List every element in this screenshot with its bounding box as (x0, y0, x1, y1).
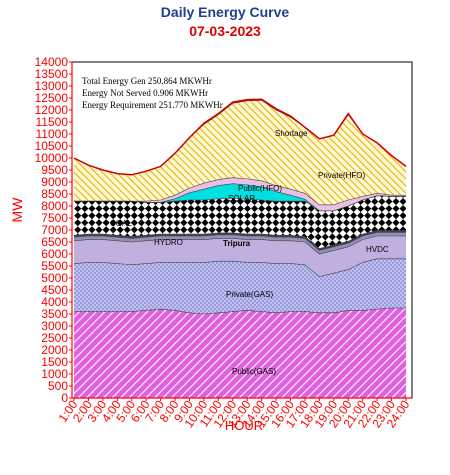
y-tick-label: 7000 (41, 223, 68, 237)
y-tick-label: 12000 (35, 103, 69, 117)
label-public-gas: Public(GAS) (232, 367, 276, 376)
area-solar (74, 183, 406, 211)
y-tick-label: 6500 (41, 235, 68, 249)
y-tick-label: 9000 (41, 175, 68, 189)
area-hydro (74, 230, 406, 251)
area-private-gas (74, 258, 406, 314)
line-tripura (73, 232, 406, 251)
y-tick-label: 13000 (35, 79, 69, 93)
area-private-hfo (74, 100, 406, 205)
y-tick-label: 8500 (41, 187, 68, 201)
label-public-hfo: Public(HFO) (238, 184, 282, 193)
label-private-hfo: Private(HFO) (318, 171, 365, 180)
y-tick-label: 5500 (41, 259, 68, 273)
label-tripura: Tripura (223, 239, 251, 248)
line-shortage (73, 98, 407, 176)
label-solar: SOLAR (228, 194, 255, 203)
label-private-gas: Private(GAS) (226, 290, 273, 299)
label-hydro: HYDRO (154, 238, 183, 247)
y-tick-label: 11000 (36, 127, 69, 141)
y-tick-label: 3000 (41, 319, 68, 333)
annotation-not-served: Energy Not Served 0.906 MKWHr (82, 88, 208, 98)
area-coal (74, 195, 406, 249)
y-tick-label: 6000 (41, 247, 68, 261)
area-tripura (74, 232, 406, 254)
y-tick-label: 4500 (41, 283, 68, 297)
y-tick-label: 8000 (41, 199, 68, 213)
y-tick-label: 2500 (41, 331, 68, 345)
y-tick-label: 13500 (35, 67, 69, 81)
annotation-requirement: Energy Requirement 251.770 MKWHr (82, 100, 223, 110)
y-tick-label: 7500 (41, 211, 68, 225)
y-tick-label: 3500 (41, 307, 68, 321)
line-private-gas (73, 258, 406, 278)
y-tick-label: 9500 (41, 163, 68, 177)
chart-subtitle: 07-03-2023 (189, 23, 261, 39)
area-hvdc (74, 236, 406, 277)
y-tick-label: 10000 (35, 151, 69, 165)
x-axis-label: HOUR (225, 418, 263, 433)
line-public-hfo (74, 177, 406, 206)
annotation-total-gen: Total Energy Gen 250.864 MKWHr (82, 76, 212, 86)
y-tick-label: 500 (48, 379, 68, 393)
y-tick-label: 12500 (35, 91, 69, 105)
y-tick-label: 5000 (41, 271, 68, 285)
line-public-gas (74, 307, 406, 315)
y-tick-label: 1500 (41, 355, 68, 369)
y-tick-label: 0 (61, 391, 68, 405)
y-tick-label: 14000 (35, 55, 69, 69)
y-axis-label: MW (9, 197, 25, 223)
y-tick-label: 2000 (41, 343, 68, 357)
label-shortage: Shortage (275, 129, 308, 138)
y-tick-label: 4000 (41, 295, 68, 309)
y-tick-label: 11500 (36, 115, 69, 129)
chart-title: Daily Energy Curve (160, 4, 290, 20)
y-tick-label: 1000 (41, 367, 68, 381)
label-coal: COAL (110, 219, 132, 228)
line-hydro (73, 230, 406, 249)
y-tick-label: 10500 (35, 139, 69, 153)
label-hvdc: HVDC (366, 245, 389, 254)
area-public-gas (74, 308, 406, 398)
line-hvdc (73, 235, 406, 255)
